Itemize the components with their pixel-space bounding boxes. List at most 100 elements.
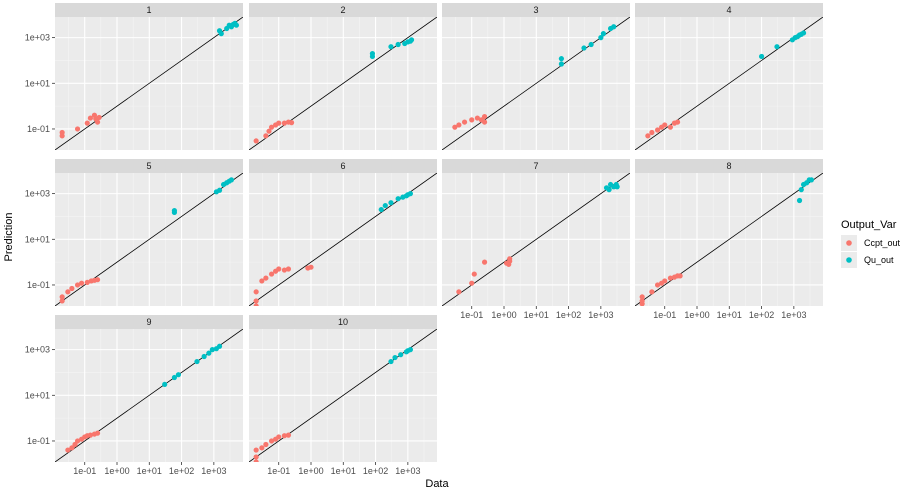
data-point-qu-out bbox=[798, 187, 804, 193]
x-tick-label: 1e+02 bbox=[169, 466, 194, 476]
data-point-qu-out bbox=[228, 177, 235, 183]
y-tick-label: 1e-01 bbox=[27, 280, 50, 290]
data-point-ccpt-out bbox=[59, 294, 65, 300]
data-point-ccpt-out bbox=[268, 271, 275, 277]
x-tick-label: 1e+01 bbox=[717, 310, 742, 320]
data-point-ccpt-out bbox=[288, 120, 295, 126]
data-point-qu-out bbox=[600, 31, 607, 37]
panel-plot-area bbox=[55, 173, 243, 306]
data-point-qu-out bbox=[800, 30, 807, 36]
panel-strip bbox=[442, 159, 630, 173]
data-point-ccpt-out bbox=[281, 267, 288, 273]
panel-strip-label: 8 bbox=[726, 161, 731, 171]
data-point-qu-out bbox=[218, 31, 224, 37]
panel-plot-area bbox=[249, 17, 437, 150]
y-axis-title: Prediction bbox=[3, 213, 15, 262]
data-point-ccpt-out bbox=[471, 271, 477, 277]
panel-2: 2 bbox=[249, 3, 437, 150]
data-point-ccpt-out bbox=[645, 133, 651, 139]
reference-line bbox=[442, 17, 630, 150]
data-point-ccpt-out bbox=[87, 115, 94, 121]
data-point-ccpt-out bbox=[469, 280, 475, 286]
data-point-qu-out bbox=[194, 358, 200, 365]
y-tick-label: 1e+01 bbox=[25, 78, 50, 88]
data-point-qu-out bbox=[395, 41, 401, 48]
data-point-qu-out bbox=[588, 41, 594, 48]
data-point-ccpt-out bbox=[263, 441, 269, 448]
y-tick-label: 1e+01 bbox=[25, 234, 50, 244]
panel-plot-area bbox=[55, 329, 243, 462]
panel-plot-area bbox=[442, 17, 630, 150]
data-point-qu-out bbox=[407, 191, 414, 197]
data-point-qu-out bbox=[758, 53, 765, 60]
data-point-ccpt-out bbox=[461, 119, 468, 125]
reference-line bbox=[635, 173, 823, 306]
panel-strip-label: 10 bbox=[338, 317, 348, 327]
panel-plot-area bbox=[442, 173, 630, 306]
x-tick-label: 1e+02 bbox=[556, 310, 581, 320]
data-point-qu-out bbox=[558, 61, 565, 67]
x-tick-label: 1e+00 bbox=[491, 310, 516, 320]
data-point-ccpt-out bbox=[59, 298, 65, 304]
data-point-ccpt-out bbox=[263, 133, 269, 139]
x-tick-label: 1e-01 bbox=[653, 310, 676, 320]
data-point-qu-out bbox=[171, 208, 178, 214]
x-tick-label: 1e+00 bbox=[298, 466, 323, 476]
panel-strip bbox=[442, 3, 630, 17]
x-tick-label: 1e+03 bbox=[588, 310, 613, 320]
data-point-qu-out bbox=[378, 206, 384, 213]
reference-line bbox=[55, 17, 243, 150]
data-point-ccpt-out bbox=[281, 433, 288, 439]
data-point-ccpt-out bbox=[94, 277, 101, 283]
data-point-ccpt-out bbox=[94, 119, 101, 125]
data-point-ccpt-out bbox=[452, 124, 458, 130]
x-tick-label: 1e+00 bbox=[104, 466, 129, 476]
data-point-qu-out bbox=[606, 187, 612, 193]
data-point-ccpt-out bbox=[253, 298, 259, 304]
x-tick-label: 1e+02 bbox=[749, 310, 774, 320]
data-point-ccpt-out bbox=[74, 438, 81, 444]
data-point-qu-out bbox=[171, 374, 178, 381]
panel-plot-area bbox=[55, 17, 243, 150]
data-point-ccpt-out bbox=[74, 126, 81, 132]
data-point-ccpt-out bbox=[677, 273, 683, 279]
panel-8: 8 1e-01 1e+00 1e+01 1e+02 1e+03 bbox=[635, 159, 823, 320]
data-point-qu-out bbox=[216, 187, 223, 193]
data-point-ccpt-out bbox=[649, 129, 655, 136]
panel-strip-label: 4 bbox=[726, 5, 731, 15]
x-axis-title: Data bbox=[425, 478, 449, 490]
y-tick-label: 1e-01 bbox=[27, 124, 50, 134]
data-point-qu-out bbox=[796, 197, 803, 204]
x-tick-label: 1e+03 bbox=[395, 466, 420, 476]
y-tick-label: 1e+03 bbox=[25, 33, 50, 43]
y-tick-label: 1e-01 bbox=[27, 436, 50, 446]
data-point-ccpt-out bbox=[474, 115, 481, 121]
panel-10: 10 1e-01 1e+00 1e+01 1e+02 1e+03 bbox=[249, 315, 437, 476]
x-tick-label: 1e+01 bbox=[524, 310, 549, 320]
panel-strip bbox=[55, 159, 243, 173]
data-point-ccpt-out bbox=[276, 120, 282, 126]
panel-strip-label: 1 bbox=[146, 5, 151, 15]
data-point-qu-out bbox=[201, 353, 207, 360]
data-point-ccpt-out bbox=[481, 259, 488, 265]
reference-line bbox=[249, 17, 437, 150]
data-point-qu-out bbox=[611, 24, 617, 30]
panel-strip-label: 5 bbox=[146, 161, 151, 171]
data-point-qu-out bbox=[392, 354, 398, 361]
data-point-ccpt-out bbox=[259, 445, 265, 451]
x-tick-label: 1e-01 bbox=[73, 466, 96, 476]
data-point-ccpt-out bbox=[65, 289, 71, 295]
data-point-ccpt-out bbox=[667, 124, 674, 130]
panel-9: 9 1e-01 1e+01 1e+03 1e-01 1e+00 1e+01 1e+02 1e+0… bbox=[25, 315, 243, 476]
data-point-ccpt-out bbox=[639, 294, 645, 300]
panel-strip bbox=[635, 159, 823, 173]
data-point-ccpt-out bbox=[662, 278, 668, 284]
data-point-ccpt-out bbox=[281, 120, 288, 126]
data-point-ccpt-out bbox=[263, 275, 269, 281]
panel-strip bbox=[55, 3, 243, 17]
panel-plot-area bbox=[249, 329, 437, 462]
data-point-qu-out bbox=[558, 56, 565, 62]
data-point-ccpt-out bbox=[507, 256, 513, 262]
panel-6: 6 bbox=[249, 159, 437, 306]
